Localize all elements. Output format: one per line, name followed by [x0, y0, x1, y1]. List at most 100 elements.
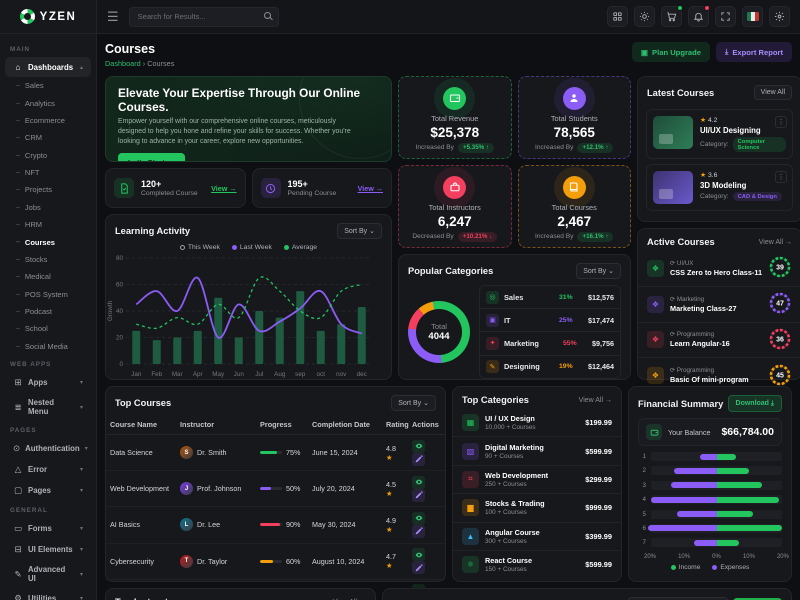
top-category-item[interactable]: ▲ Angular Course 300 + Courses $399.99 [453, 523, 621, 551]
sidebar-item-pages[interactable]: ▢ Pages ▾ [13, 485, 83, 495]
table-column-header[interactable]: Rating [382, 415, 409, 435]
pen-icon: ✎ [14, 568, 22, 579]
sidebar-item-sales[interactable]: – Sales [16, 81, 44, 91]
sidebar-item-forms[interactable]: ▭ Forms ▾ [13, 523, 83, 533]
sidebar-item-utilities[interactable]: ⚙ Utilities ▾ [5, 588, 91, 600]
sidebar-item-courses[interactable]: – Courses [16, 237, 55, 247]
sidebar-item-podcast[interactable]: – Podcast [16, 307, 53, 317]
learning-sort-dropdown[interactable]: Sort By ⌄ [337, 223, 382, 239]
table-row[interactable]: Data Science S Dr. Smith 75% June 15, 202… [106, 434, 445, 472]
svg-text:May: May [212, 371, 225, 378]
active-course-item[interactable]: ❖ ⟳ Marketing Marketing Class-27 47 [638, 287, 800, 323]
categories-sort-dropdown[interactable]: Sort By ⌄ [576, 263, 621, 279]
active-course-item[interactable]: ❖ ⟳ UI/UX CSS Zero to Hero Class-11 39 [638, 251, 800, 287]
nested-menu-icon: ≣ [14, 401, 22, 412]
table-row[interactable]: AI Basics L Dr. Lee 90% May 30, 2024 4.9 … [106, 506, 445, 544]
hamburger-menu-icon[interactable]: ☰ [107, 8, 119, 24]
fullscreen-icon[interactable] [715, 6, 736, 27]
sidebar-item-error[interactable]: △ Error ▾ [14, 464, 83, 474]
plan-upgrade-button[interactable]: ▣ Plan Upgrade [631, 42, 710, 62]
refresh-icon: ⟳ [670, 259, 676, 267]
table-column-header[interactable]: Completion Date [308, 415, 382, 435]
cart-icon[interactable] [661, 5, 683, 27]
table-column-header[interactable]: Actions [408, 415, 445, 435]
active-course-item[interactable]: ❖ ⟳ Programming Basic Of mini-program 45 [638, 358, 800, 393]
instructors-view-all-link[interactable]: View All → [333, 599, 366, 600]
sidebar-item-pos-system[interactable]: – POS System [16, 289, 68, 299]
sidebar-item-school[interactable]: – School [16, 324, 48, 334]
table-column-header[interactable]: Instructor [176, 415, 256, 435]
edit-button[interactable] [412, 524, 425, 538]
active-view-all-link[interactable]: View All → [758, 238, 793, 246]
image-icon: ▧ [462, 442, 479, 460]
sidebar-item-nested-menu[interactable]: ≣ Nested Menu ▾ [14, 398, 83, 416]
edit-button[interactable] [412, 452, 425, 466]
sidebar-item-authentication[interactable]: ⊙ Authentication ▾ [13, 443, 88, 453]
hero-body: Empower yourself with our comprehensive … [118, 118, 351, 145]
lets-start-button[interactable]: Let's Start → [118, 153, 185, 161]
sidebar-item-projects[interactable]: – Projects [16, 185, 52, 195]
more-options-icon[interactable]: ⋮ [775, 116, 788, 128]
sidebar-item-stocks[interactable]: – Stocks [16, 254, 48, 264]
view-button[interactable] [412, 439, 425, 453]
view-button[interactable] [412, 475, 425, 489]
top-courses-sort-dropdown[interactable]: Sort By ⌄ [391, 395, 436, 411]
export-icon: ⤓ [725, 47, 729, 56]
ui-elements-icon: ⊟ [14, 544, 22, 554]
sidebar-item-medical[interactable]: – Medical [16, 272, 51, 282]
refresh-icon: ⟳ [670, 367, 676, 375]
sidebar-item-crypto[interactable]: – Crypto [16, 150, 47, 160]
sidebar-item-ecommerce[interactable]: – Ecommerce [16, 115, 65, 125]
main-content: Courses Dashboard › Courses ▣ Plan Upgrad… [97, 34, 800, 600]
category-row[interactable]: ✦ Marketing 55% $9,756 [480, 332, 620, 356]
top-category-item[interactable]: ▧ Digital Marketing 90 + Courses $599.99 [453, 437, 621, 466]
bell-icon[interactable] [688, 5, 710, 27]
view-link[interactable]: View → [357, 183, 383, 193]
top-category-item[interactable]: ⌗ Web Development 250 + Courses $299.99 [453, 466, 621, 495]
sidebar-item-social-media[interactable]: – Social Media [16, 341, 68, 351]
more-options-icon[interactable]: ⋮ [775, 171, 788, 183]
top-category-item[interactable]: ▦ UI / UX Design 10,000 + Courses $199.9… [453, 409, 621, 438]
sun-theme-icon[interactable] [634, 6, 655, 27]
angular-icon: ▲ [462, 527, 479, 545]
app-logo[interactable]: YZEN [0, 0, 97, 33]
sidebar-item-ui-elements[interactable]: ⊟ UI Elements ▾ [14, 544, 83, 554]
download-button[interactable]: Download ⤓ [727, 395, 782, 412]
settings-gear-icon[interactable] [769, 6, 790, 27]
latest-view-all-button[interactable]: View All [753, 85, 793, 100]
categories-view-all-link[interactable]: View All → [578, 396, 612, 404]
latest-course-item[interactable]: ★ 3.6 3D Modeling Category: CAD & Design… [646, 164, 794, 211]
active-course-item[interactable]: ❖ ⟳ Programming Learn Angular-16 36 [638, 323, 800, 359]
top-category-item[interactable]: ⚛ React Course 150 + Courses $599.99 [453, 551, 621, 578]
table-row[interactable]: Web Development J Prof. Johnson 50% July … [106, 470, 445, 508]
category-row[interactable]: ◎ Sales 31% $12,576 [480, 286, 620, 310]
sidebar-item-advanced-ui[interactable]: ✎ Advanced UI ▾ [14, 565, 83, 583]
export-report-button[interactable]: ⤓ Export Report [716, 42, 792, 62]
sidebar-item-analytics[interactable]: – Analytics [16, 98, 55, 108]
top-category-item[interactable]: ▆ Stocks & Trading 100 + Courses $999.99 [453, 494, 621, 523]
sidebar-item-hrm[interactable]: – HRM [16, 220, 42, 230]
table-row[interactable]: Cybersecurity T Dr. Taylor 60% August 10,… [106, 543, 445, 580]
sidebar-item-jobs[interactable]: – Jobs [16, 202, 41, 212]
courses-sort-button[interactable]: Sort By ⌄ [733, 597, 782, 600]
table-column-header[interactable]: Course Name [106, 415, 176, 435]
sidebar-item-nft[interactable]: – NFT [16, 168, 40, 178]
edit-button[interactable] [412, 488, 425, 502]
category-row[interactable]: ▣ IT 25% $17,474 [480, 309, 620, 333]
sidebar-item-apps[interactable]: ⊞ Apps ▾ [14, 377, 83, 387]
search-input[interactable] [128, 6, 279, 27]
edit-button[interactable] [412, 561, 425, 575]
view-button[interactable] [412, 548, 425, 562]
chevron-down-icon: ▾ [79, 380, 83, 386]
apps-shortcut-icon[interactable] [607, 6, 628, 27]
table-column-header[interactable]: Progress [256, 415, 308, 435]
flag-icon[interactable] [742, 6, 763, 27]
view-button[interactable] [412, 511, 425, 525]
view-link[interactable]: View → [211, 183, 237, 193]
breadcrumb-parent[interactable]: Dashboard [105, 59, 141, 68]
sidebar-item-dashboards[interactable]: ⌂ Dashboards ▴ [5, 57, 91, 77]
category-row[interactable]: ✎ Designing 19% $12,464 [480, 356, 620, 378]
grid-icon: ▦ [462, 414, 479, 432]
latest-course-item[interactable]: ★ 4.2 UI/UX Designing Category: Computer… [646, 109, 794, 159]
sidebar-item-crm[interactable]: – CRM [16, 133, 42, 143]
